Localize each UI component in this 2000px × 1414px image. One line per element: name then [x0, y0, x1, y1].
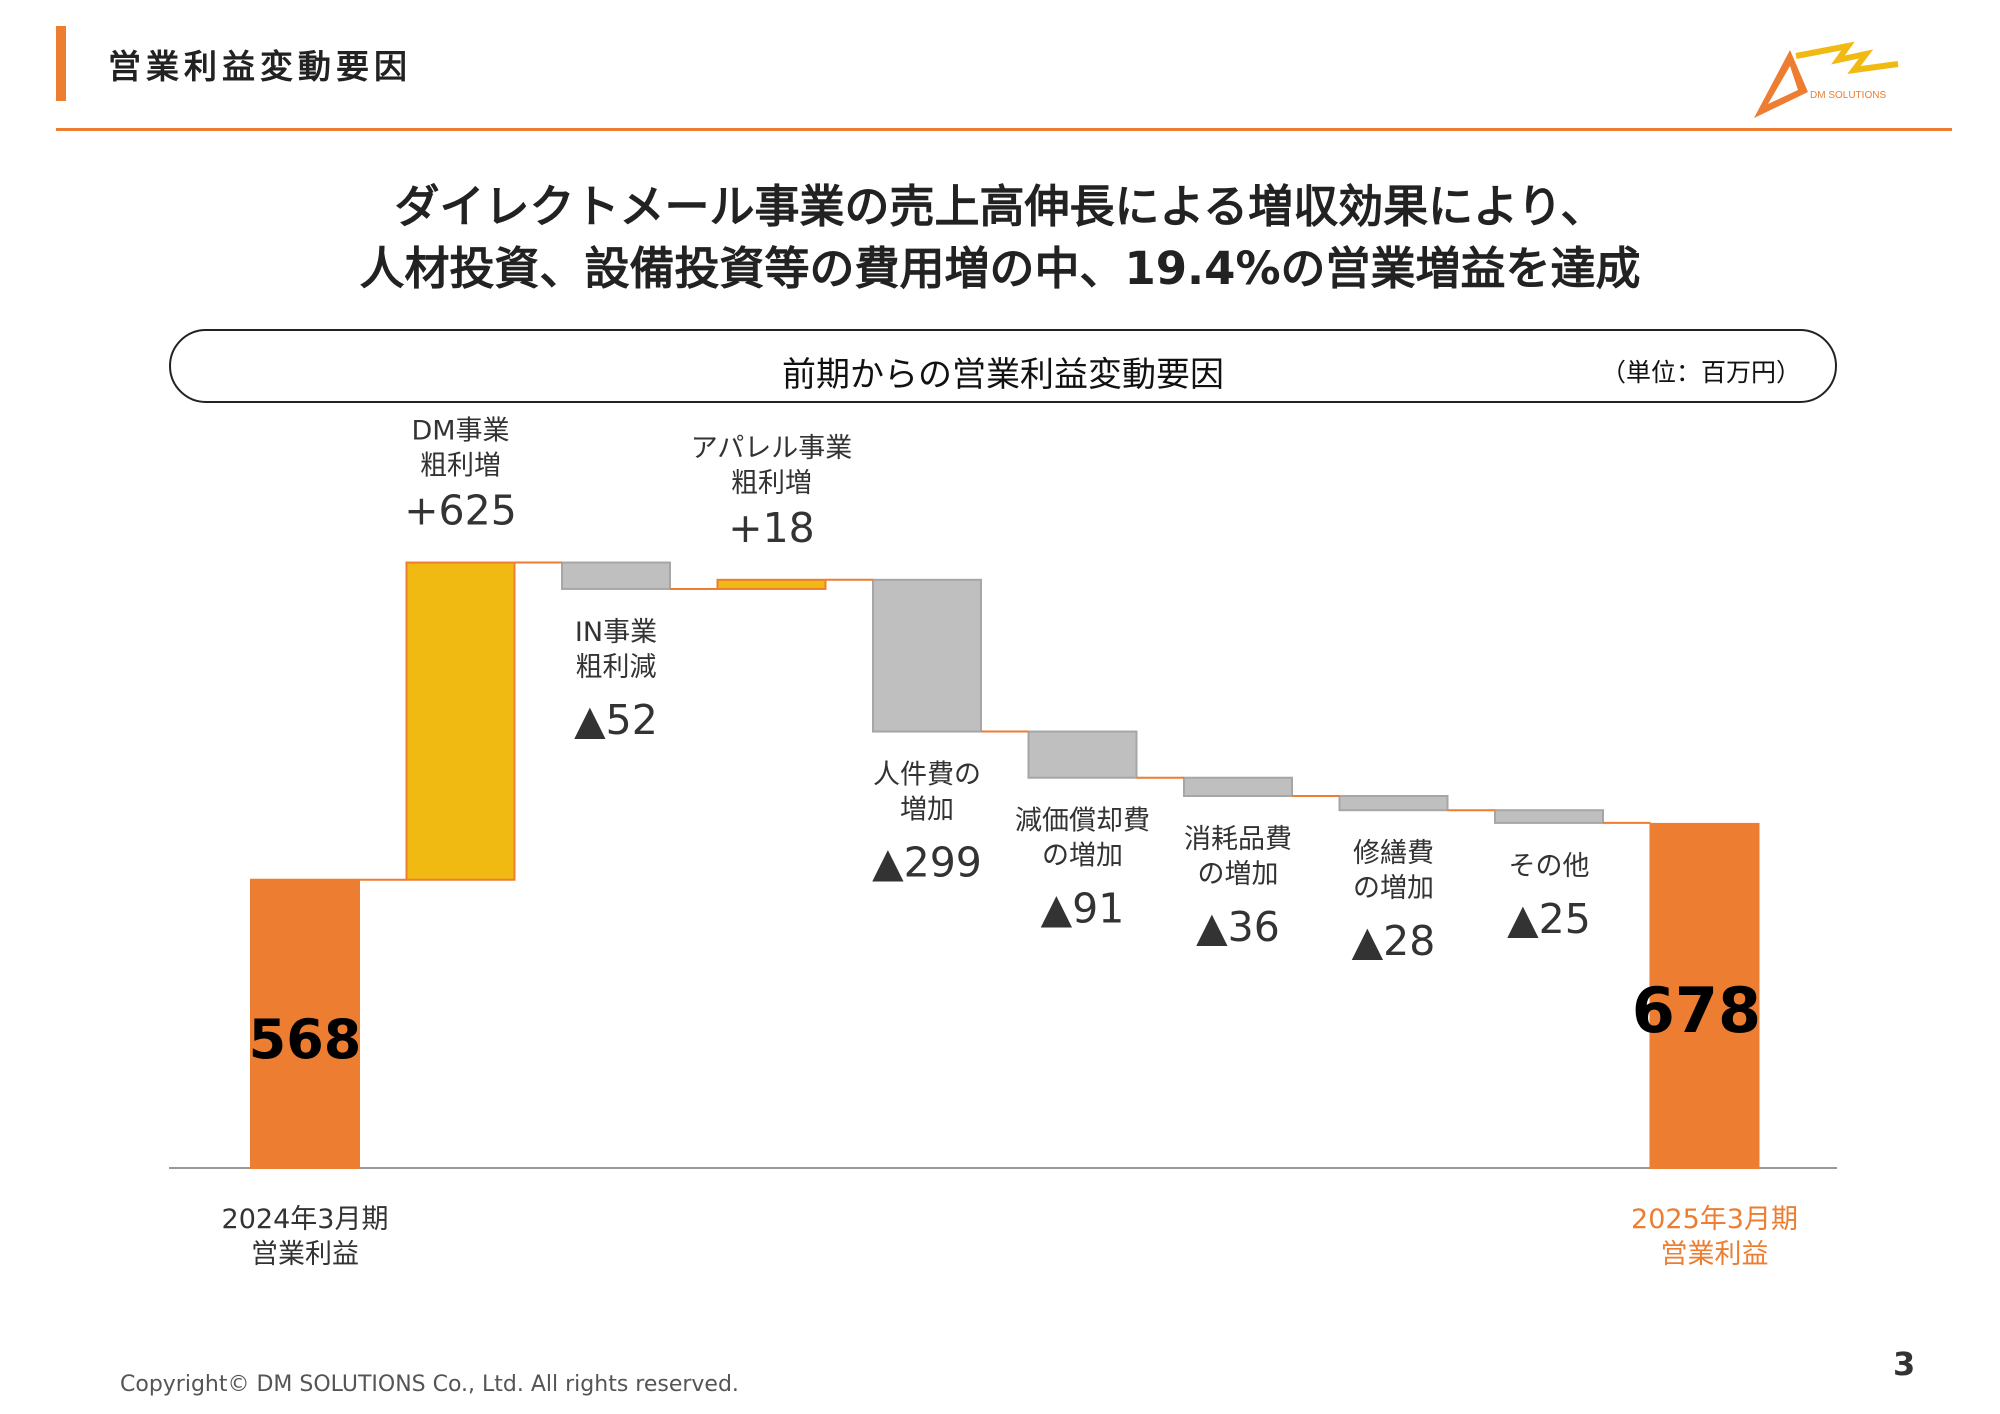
chart-unit: （単位：百万円） — [1600, 358, 1801, 387]
category-label-6-1: の増加 — [1198, 859, 1279, 890]
value-label-3: +18 — [728, 504, 815, 552]
headline: ダイレクトメール事業の売上高伸長による増収効果により、 人材投資、設備投資等の費… — [0, 176, 2000, 300]
waterfall-bar-1 — [405, 561, 516, 881]
category-label-1-0: DM事業 — [411, 416, 509, 447]
total-value-label-9: 678 — [1632, 974, 1761, 1047]
value-label-2: ▲52 — [574, 696, 658, 744]
waterfall-bar-6 — [1183, 776, 1293, 798]
copyright-notice: Copyright© DM SOLUTIONS Co., Ltd. All ri… — [120, 1372, 739, 1397]
category-label-7-0: 修繕費 — [1353, 838, 1434, 869]
category-label-0-1: 営業利益 — [251, 1239, 359, 1270]
headline-line-2: 人材投資、設備投資等の費用増の中、19.4%の営業増益を達成 — [359, 242, 1641, 295]
category-label-4-0: 人件費の — [873, 760, 981, 791]
category-label-9-1: 営業利益 — [1661, 1239, 1769, 1270]
category-label-1-1: 粗利増 — [420, 451, 501, 482]
waterfall-bar-5 — [1027, 730, 1138, 779]
dm-solutions-logo: DM SOLUTIONS — [1754, 41, 1899, 118]
waterfall-bar-8 — [1494, 809, 1604, 824]
category-label-9-0: 2025年3月期 — [1631, 1204, 1798, 1235]
page-number: 3 — [1893, 1345, 1916, 1383]
category-label-3-0: アパレル事業 — [691, 433, 852, 464]
header-divider — [56, 128, 1952, 131]
chart-title-panel: 前期からの営業利益変動要因 （単位：百万円） — [169, 329, 1837, 403]
category-label-2-0: IN事業 — [575, 617, 657, 648]
category-label-2-1: 粗利減 — [576, 652, 657, 683]
category-label-3-1: 粗利増 — [731, 468, 812, 499]
value-label-1: +625 — [404, 487, 517, 535]
category-label-7-1: の増加 — [1353, 873, 1434, 904]
waterfall-bar-9 — [1649, 822, 1760, 1169]
category-label-0-0: 2024年3月期 — [222, 1204, 389, 1235]
title-accent-bar — [56, 26, 66, 101]
value-label-6: ▲36 — [1196, 903, 1280, 951]
category-label-4-1: 増加 — [900, 795, 954, 826]
category-label-5-1: の増加 — [1042, 841, 1123, 872]
value-label-8: ▲25 — [1507, 895, 1591, 943]
value-label-7: ▲28 — [1352, 917, 1436, 965]
category-label-8-0: その他 — [1509, 851, 1590, 882]
chart-title: 前期からの営業利益変動要因 — [782, 355, 1224, 395]
value-label-5: ▲91 — [1041, 885, 1125, 933]
waterfall-bar-3 — [716, 578, 827, 590]
waterfall-bar-2 — [561, 561, 671, 590]
category-label-5-0: 減価償却費 — [1015, 806, 1150, 837]
total-value-label-0: 568 — [249, 1008, 362, 1071]
category-label-6-0: 消耗品費 — [1184, 824, 1292, 855]
headline-line-1: ダイレクトメール事業の売上高伸長による増収効果により、 — [394, 180, 1606, 233]
waterfall-bar-7 — [1338, 795, 1449, 812]
logo-text: DM SOLUTIONS — [1810, 90, 1886, 101]
slide-title: 営業利益変動要因 — [108, 47, 412, 86]
value-label-4: ▲299 — [872, 839, 982, 887]
waterfall-bar-4 — [872, 578, 982, 733]
logo-bolt-icon — [1795, 41, 1899, 74]
waterfall-bar-0 — [250, 878, 360, 1169]
